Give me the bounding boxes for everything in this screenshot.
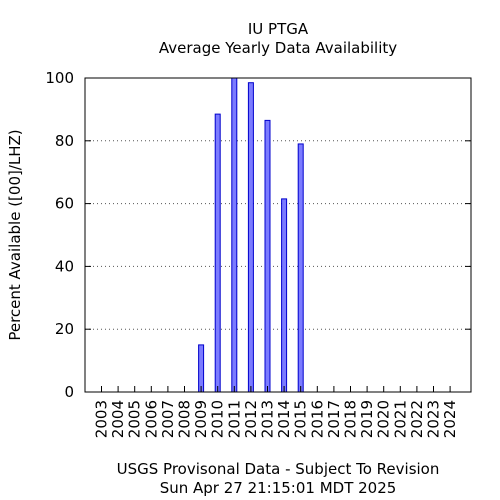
x-tick-label: 2008 [176, 400, 194, 438]
y-tick-label: 20 [55, 320, 74, 338]
x-tick-label: 2024 [441, 400, 459, 438]
y-tick-label: 100 [45, 69, 74, 87]
x-tick-label: 2019 [358, 400, 376, 438]
x-tick-label: 2009 [192, 400, 210, 438]
footer-disclaimer: USGS Provisonal Data - Subject To Revisi… [117, 460, 440, 478]
y-tick-label: 0 [64, 383, 74, 401]
x-tick-label: 2020 [375, 400, 393, 438]
bar-2015 [297, 143, 304, 393]
x-tick-label: 2015 [292, 400, 310, 438]
x-tick-label: 2006 [142, 400, 160, 438]
y-axis-ticks: 0 20 40 60 80 100 [45, 69, 471, 401]
plot-frame [84, 77, 472, 393]
x-tick-label: 2007 [159, 400, 177, 438]
bar-2013 [264, 119, 271, 393]
chart-subtitle: Average Yearly Data Availability [159, 39, 397, 57]
y-axis-label: Percent Available ([00]/LHZ) [6, 129, 24, 340]
footer-timestamp: Sun Apr 27 21:15:01 MDT 2025 [160, 479, 397, 497]
gridlines [85, 77, 471, 330]
bar-2010 [214, 113, 221, 393]
x-tick-label: 2013 [259, 400, 277, 438]
x-tick-label: 2023 [425, 400, 443, 438]
y-tick-label: 60 [55, 195, 74, 213]
x-tick-label: 2014 [275, 400, 293, 438]
bar-2012 [247, 82, 254, 393]
x-tick-label: 2021 [391, 400, 409, 438]
y-tick-label: 40 [55, 257, 74, 275]
x-tick-label: 2003 [93, 400, 111, 438]
x-tick-label: 2016 [308, 400, 326, 438]
x-tick-label: 2004 [109, 400, 127, 438]
bar-2009 [198, 344, 205, 393]
bars [198, 77, 304, 393]
bar-2014 [281, 198, 288, 393]
bar-2011 [231, 77, 238, 393]
x-tick-label: 2010 [209, 400, 227, 438]
y-tick-label: 80 [55, 132, 74, 150]
x-tick-label: 2005 [126, 400, 144, 438]
x-axis-ticks: 2003200420052006200720082009201020112012… [93, 386, 459, 438]
x-tick-label: 2018 [342, 400, 360, 438]
x-tick-label: 2011 [225, 400, 243, 438]
x-tick-label: 2022 [408, 400, 426, 438]
x-tick-label: 2012 [242, 400, 260, 438]
chart-title: IU PTGA [248, 20, 309, 38]
x-tick-label: 2017 [325, 400, 343, 438]
